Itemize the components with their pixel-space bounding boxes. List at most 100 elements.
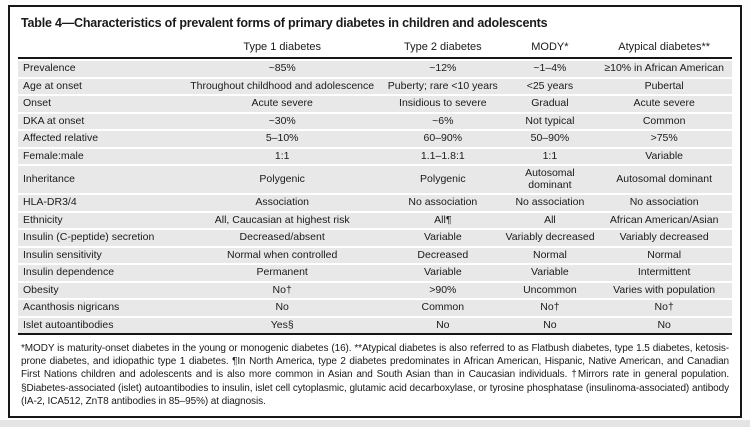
table-row: Acanthosis nigricans No Common No† No† xyxy=(18,298,732,316)
cell: >90% xyxy=(382,280,504,298)
table-footnote: *MODY is maturity-onset diabetes in the … xyxy=(21,343,729,407)
table-row: Insulin (C-peptide) secretion Decreased/a… xyxy=(18,228,732,246)
cell: Acute severe xyxy=(596,94,732,112)
cell: 60–90% xyxy=(382,129,504,147)
cell: Variable xyxy=(382,263,504,281)
cell: No† xyxy=(596,298,732,316)
row-label: Islet autoantibodies xyxy=(18,315,183,335)
row-label: Onset xyxy=(18,94,183,112)
column-header-mody: MODY* xyxy=(503,39,597,59)
cell: No† xyxy=(503,298,597,316)
cell: ~85% xyxy=(182,59,383,77)
table-row: Female:male 1:1 1.1–1.8:1 1:1 Variable xyxy=(18,146,732,164)
cell: Variable xyxy=(382,228,504,246)
table-row: Inheritance Polygenic Polygenic Autosomal d… xyxy=(18,164,732,193)
cell: All xyxy=(503,210,597,228)
cell: Variable xyxy=(503,263,597,281)
cell: 1:1 xyxy=(503,146,597,164)
row-label: Ethnicity xyxy=(18,210,183,228)
cell: Yes§ xyxy=(182,315,383,335)
header-row: Type 1 diabetes Type 2 diabetes MODY* At… xyxy=(18,39,732,59)
row-label: Insulin sensitivity xyxy=(18,245,183,263)
cell: Variably decreased xyxy=(503,228,597,246)
column-header-rowlabel xyxy=(18,39,183,59)
diabetes-characteristics-table: Type 1 diabetes Type 2 diabetes MODY* At… xyxy=(18,39,732,335)
cell: All¶ xyxy=(382,210,504,228)
table-title: Table 4—Characteristics of prevalent for… xyxy=(21,16,548,30)
row-label: HLA-DR3/4 xyxy=(18,193,183,211)
cell: Common xyxy=(382,298,504,316)
cell: 1:1 xyxy=(182,146,383,164)
cell: No† xyxy=(182,280,383,298)
table-row: Islet autoantibodies Yes§ No No No xyxy=(18,315,732,335)
cell: Normal xyxy=(596,245,732,263)
table-row: DKA at onset ~30% ~6% Not typical Common xyxy=(18,111,732,129)
table-row: Insulin dependence Permanent Variable Varia… xyxy=(18,263,732,281)
cell: Not typical xyxy=(503,111,597,129)
row-label: Inheritance xyxy=(18,164,183,193)
row-label: Obesity xyxy=(18,280,183,298)
table-row: Onset Acute severe Insidious to severe Grad… xyxy=(18,94,732,112)
cell: Uncommon xyxy=(503,280,597,298)
cell: Puberty; rare <10 years xyxy=(382,76,504,94)
table-container: Table 4—Characteristics of prevalent for… xyxy=(8,5,742,418)
cell: 5–10% xyxy=(182,129,383,147)
cell: >75% xyxy=(596,129,732,147)
cell: No xyxy=(382,315,504,335)
table-row: Affected relative 5–10% 60–90% 50–90% >75% xyxy=(18,129,732,147)
table-row: Ethnicity All, Caucasian at highest risk A… xyxy=(18,210,732,228)
cell: Normal xyxy=(503,245,597,263)
table-row: Age at onset Throughout childhood and ado… xyxy=(18,76,732,94)
row-label: DKA at onset xyxy=(18,111,183,129)
cell: ~1–4% xyxy=(503,59,597,77)
cell: No xyxy=(596,315,732,335)
column-header-type2: Type 2 diabetes xyxy=(382,39,504,59)
cell: ≥10% in African American xyxy=(596,59,732,77)
cell: No association xyxy=(503,193,597,211)
cell: Acute severe xyxy=(182,94,383,112)
cell: No association xyxy=(596,193,732,211)
row-label: Insulin dependence xyxy=(18,263,183,281)
cell: Permanent xyxy=(182,263,383,281)
cell: African American/Asian xyxy=(596,210,732,228)
cell: No association xyxy=(382,193,504,211)
cell: Intermittent xyxy=(596,263,732,281)
cell: <25 years xyxy=(503,76,597,94)
row-label: Prevalence xyxy=(18,59,183,77)
cell: ~6% xyxy=(382,111,504,129)
cell: Autosomal dominant xyxy=(503,164,597,193)
cell: Variably decreased xyxy=(596,228,732,246)
cell: ~30% xyxy=(182,111,383,129)
cell: Decreased/absent xyxy=(182,228,383,246)
cell: Pubertal xyxy=(596,76,732,94)
cell: Polygenic xyxy=(182,164,383,193)
column-header-type1: Type 1 diabetes xyxy=(182,39,383,59)
row-label: Acanthosis nigricans xyxy=(18,298,183,316)
table-row: Prevalence ~85% ~12% ~1–4% ≥10% in African A… xyxy=(18,59,732,77)
cell: Polygenic xyxy=(382,164,504,193)
cell: Variable xyxy=(596,146,732,164)
cell: 1.1–1.8:1 xyxy=(382,146,504,164)
bottom-scan-band xyxy=(0,420,750,427)
cell: Insidious to severe xyxy=(382,94,504,112)
cell: Gradual xyxy=(503,94,597,112)
cell: ~12% xyxy=(382,59,504,77)
table-row: Insulin sensitivity Normal when controlle… xyxy=(18,245,732,263)
cell: Throughout childhood and adolescence xyxy=(182,76,383,94)
cell: Autosomal dominant xyxy=(596,164,732,193)
column-header-atypical: Atypical diabetes** xyxy=(596,39,732,59)
row-label: Affected relative xyxy=(18,129,183,147)
table-row: Obesity No† >90% Uncommon Varies with popula… xyxy=(18,280,732,298)
row-label: Insulin (C-peptide) secretion xyxy=(18,228,183,246)
cell: Common xyxy=(596,111,732,129)
cell: No xyxy=(182,298,383,316)
row-label: Age at onset xyxy=(18,76,183,94)
cell: Association xyxy=(182,193,383,211)
table-body: Prevalence ~85% ~12% ~1–4% ≥10% in African A… xyxy=(18,59,732,335)
cell: No xyxy=(503,315,597,335)
cell: 50–90% xyxy=(503,129,597,147)
cell: Decreased xyxy=(382,245,504,263)
row-label: Female:male xyxy=(18,146,183,164)
table-row: HLA-DR3/4 Association No association No ass… xyxy=(18,193,732,211)
cell: All, Caucasian at highest risk xyxy=(182,210,383,228)
